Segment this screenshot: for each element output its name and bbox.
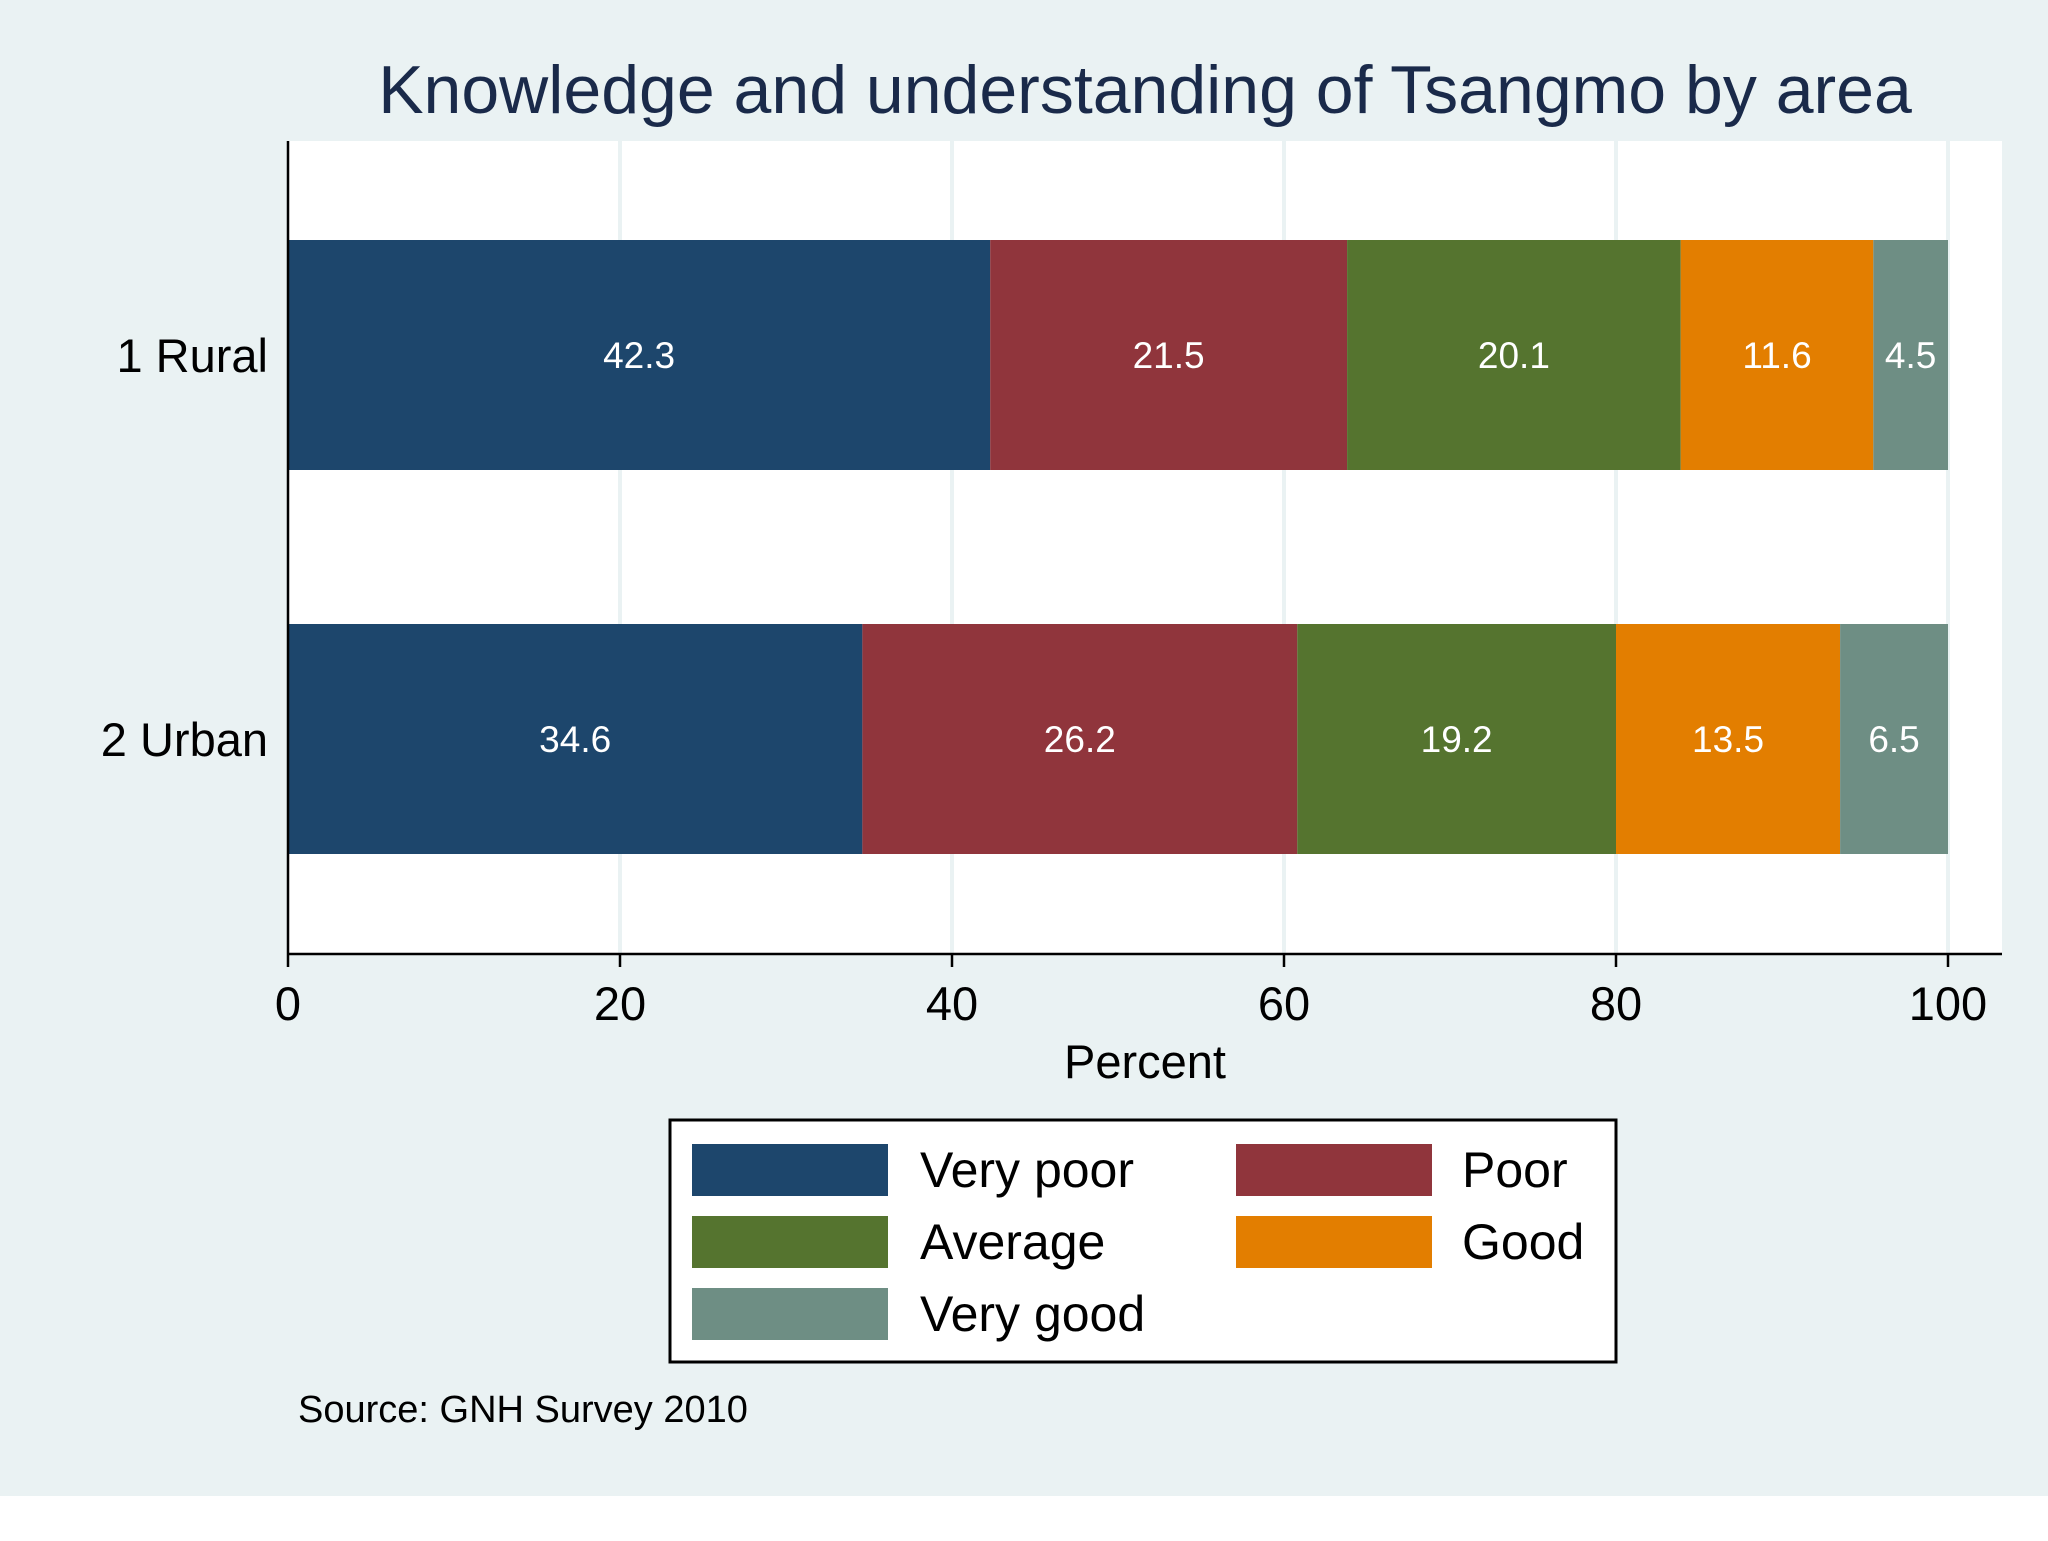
legend-swatch xyxy=(692,1216,888,1268)
legend-swatch xyxy=(1236,1216,1432,1268)
bar-value-label: 6.5 xyxy=(1868,719,1919,760)
x-tick-label: 0 xyxy=(275,977,301,1030)
x-tick-label: 60 xyxy=(1258,977,1310,1030)
bar-segment xyxy=(1616,624,1841,854)
bar-value-label: 34.6 xyxy=(539,719,611,760)
x-tick-label: 40 xyxy=(926,977,978,1030)
bar-segment xyxy=(288,624,863,854)
y-category-label: 1 Rural xyxy=(116,329,268,382)
bar-value-label: 4.5 xyxy=(1885,335,1936,376)
bar-segment xyxy=(990,240,1348,470)
x-tick-label: 80 xyxy=(1590,977,1642,1030)
legend: Very poor Poor Average Good Very good xyxy=(668,1118,1618,1364)
x-axis-ticks: 0 20 40 60 80 100 xyxy=(275,954,1987,1030)
bar-segment xyxy=(1680,240,1874,470)
x-axis-label: Percent xyxy=(1064,1035,1226,1088)
bar-value-label: 20.1 xyxy=(1478,335,1550,376)
y-axis-category-labels: 1 Rural 2 Urban xyxy=(101,329,268,766)
bar-value-label: 42.3 xyxy=(603,335,675,376)
bar-segment xyxy=(1347,240,1681,470)
bar-value-label: 21.5 xyxy=(1133,335,1205,376)
bar-segment xyxy=(1873,240,1948,470)
legend-label: Poor xyxy=(1462,1142,1568,1198)
page-bottom-strip xyxy=(0,1496,2048,1536)
x-tick-label: 20 xyxy=(594,977,646,1030)
legend-label: Good xyxy=(1462,1214,1584,1270)
legend-swatch xyxy=(1236,1144,1432,1196)
legend-label: Very poor xyxy=(920,1142,1134,1198)
source-note: Source: GNH Survey 2010 xyxy=(298,1389,748,1431)
bar-segment xyxy=(1840,624,1948,854)
legend-label: Very good xyxy=(920,1286,1145,1342)
y-category-label: 2 Urban xyxy=(101,713,268,766)
bar-value-labels: 42.3 21.5 20.1 11.6 4.5 34.6 26.2 19.2 13.5 6.5 xyxy=(539,335,1936,760)
bar-value-label: 26.2 xyxy=(1044,719,1116,760)
chart-title: Knowledge and understanding of Tsangmo b… xyxy=(378,52,1912,128)
bar-segment xyxy=(288,240,991,470)
legend-label: Average xyxy=(920,1214,1105,1270)
bar-segment xyxy=(1297,624,1616,854)
x-tick-label: 100 xyxy=(1909,977,1987,1030)
bars xyxy=(288,240,1948,854)
bar-segment xyxy=(862,624,1298,854)
bar-value-label: 11.6 xyxy=(1742,335,1811,376)
legend-swatch xyxy=(692,1144,888,1196)
legend-swatch xyxy=(692,1288,888,1340)
bar-value-label: 19.2 xyxy=(1421,719,1493,760)
bar-value-label: 13.5 xyxy=(1692,719,1764,760)
